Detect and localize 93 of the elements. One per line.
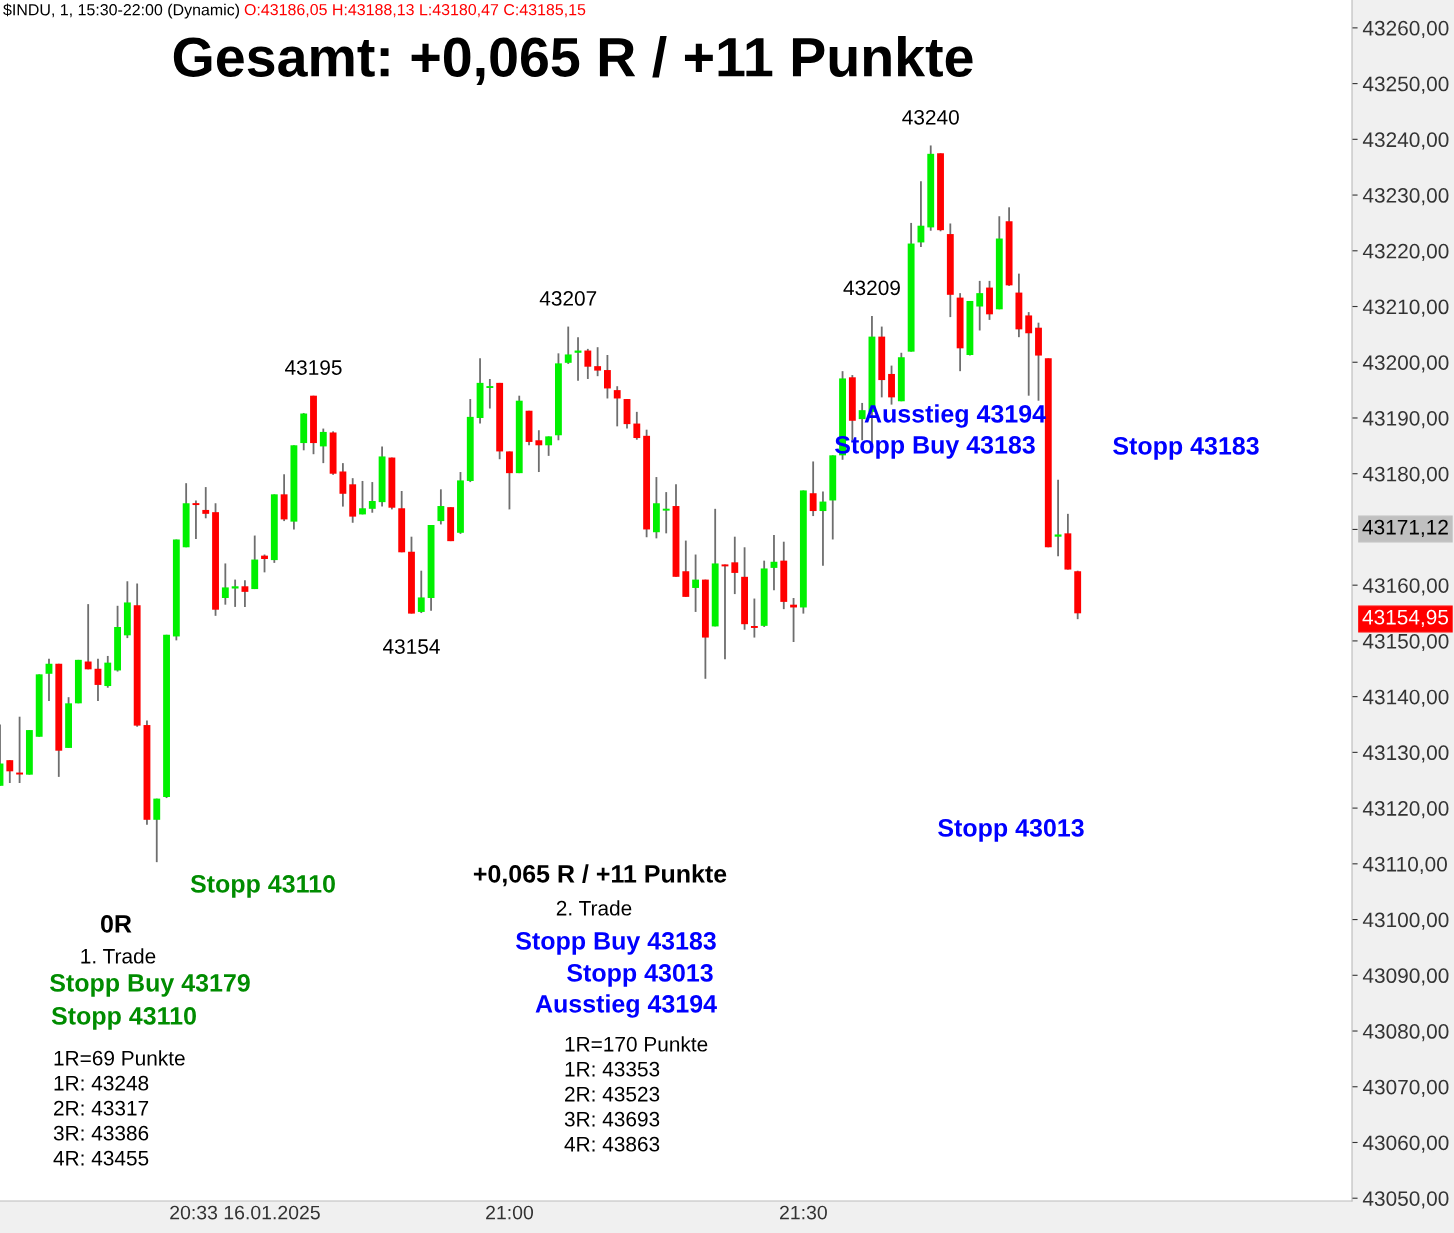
annotation: 43195: [285, 360, 342, 375]
annotation: Stopp Buy 43179: [50, 974, 250, 997]
candlestick: [339, 462, 347, 508]
candlestick: [6, 759, 14, 784]
y-tick-label: 43240,00: [1362, 132, 1449, 150]
candlestick: [1054, 478, 1062, 558]
y-tick-label: 43110,00: [1362, 856, 1447, 875]
y-tick-label: 43070,00: [1362, 1079, 1449, 1097]
annotation: Stopp 43013: [567, 964, 713, 987]
y-tick-label: 43200,00: [1362, 355, 1449, 373]
candlestick: [486, 378, 494, 410]
x-tick-label: 20:33 16.01.2025: [170, 1205, 320, 1220]
candlestick: [84, 603, 92, 671]
x-tick-label: 21:30: [780, 1205, 827, 1220]
x-tick-label: 21:00: [486, 1205, 534, 1220]
y-tick-label: 43120,00: [1362, 801, 1449, 819]
candlestick: [417, 569, 425, 614]
text: Gesamt: +0,065 R / +11 Punkte: [173, 36, 973, 85]
candlestick: [564, 325, 572, 365]
annotation: 3R: 43386: [53, 1125, 149, 1141]
annotation: Ausstieg 43194: [535, 994, 717, 1018]
candlestick: [917, 180, 925, 248]
y-tick-label: 43050,00: [1362, 1191, 1449, 1209]
candlestick: [809, 460, 817, 517]
annotation: 2. Trade: [556, 900, 632, 916]
annotation: Stopp 43110: [190, 875, 335, 898]
annotation: 1R: 43353: [565, 1061, 660, 1077]
annotation: 1R=69 Punkte: [54, 1050, 185, 1066]
y-tick-label: 43060,00: [1362, 1135, 1449, 1153]
y-tick-label: 43250,00: [1362, 76, 1449, 94]
annotation: 4R: 43863: [564, 1136, 660, 1152]
annotation: 0R: [101, 915, 132, 933]
annotation: 3R: 43693: [564, 1111, 660, 1127]
annotation: 1R=170 Punkte: [565, 1036, 708, 1052]
y-tick-label: 43150,00: [1362, 633, 1449, 652]
candlestick: [613, 385, 621, 428]
annotation: 43207: [539, 291, 597, 306]
y-tick-label: 43260,00: [1362, 20, 1449, 39]
y-tick-label: 43140,00: [1362, 689, 1449, 707]
annotation: Stopp Buy 43183: [516, 932, 716, 955]
candlestick: [662, 491, 670, 535]
y-tick-label: 43190,00: [1362, 410, 1449, 429]
candlestick: [731, 535, 739, 595]
annotation: 1. Trade: [81, 948, 156, 964]
annotation: 43240: [902, 109, 959, 125]
candlestick: [359, 480, 366, 516]
candlestick: [368, 481, 376, 514]
candlestick: [241, 579, 249, 608]
candlestick: [535, 429, 543, 473]
y-tick-label: 43100,00: [1362, 912, 1449, 930]
chart-subtitle: $INDU, 1, 15:30-22:00 (Dynamic): [3, 3, 240, 19]
annotation: O:43186,05 H:43188,13 L:43180,47 C:43185,15: [244, 3, 586, 18]
candlestick: [692, 553, 700, 613]
candlestick: [1025, 311, 1033, 397]
candlestick: [888, 364, 895, 406]
annotation: +0,065 R / +11 Punkte: [473, 864, 727, 887]
annotation: 43209: [843, 280, 900, 296]
candlestick: [437, 488, 445, 526]
candlestick: [976, 279, 984, 332]
candlestick: [721, 563, 729, 661]
text: 43171,12: [1362, 519, 1448, 538]
candlestick: [584, 347, 592, 380]
y-tick-label: 43180,00: [1362, 466, 1449, 484]
candlestick: [104, 655, 112, 689]
candlestick: [319, 427, 327, 465]
y-tick-label: 43080,00: [1362, 1024, 1449, 1042]
y-tick-label: 43220,00: [1362, 243, 1449, 261]
candlestick: [594, 346, 602, 378]
annotation: 43154: [382, 639, 440, 654]
annotation: Stopp 43110: [51, 1007, 196, 1030]
y-tick-label: 43090,00: [1362, 968, 1449, 986]
y-tick-label: 43160,00: [1362, 578, 1449, 596]
candlestick: [231, 578, 239, 608]
annotation: 2R: 43317: [54, 1100, 149, 1116]
annotation: 4R: 43455: [53, 1150, 149, 1166]
candlestick: [633, 410, 641, 441]
candlestick: [603, 354, 611, 400]
annotation: Stopp 43013: [938, 819, 1084, 842]
candlestick: [750, 597, 758, 639]
y-tick-label: 43230,00: [1362, 188, 1449, 206]
candlestick: [221, 562, 229, 606]
annotation: 2R: 43523: [565, 1086, 660, 1102]
candlestick: [192, 499, 200, 540]
annotation: 1R: 43248: [54, 1075, 149, 1091]
annotation: Stopp 43183: [1113, 437, 1259, 460]
candlestick: [545, 435, 553, 457]
candlestick: [153, 797, 161, 864]
candlestick: [16, 715, 24, 784]
y-tick-label: 43130,00: [1362, 745, 1449, 763]
candlestick: [506, 450, 513, 511]
y-tick-label: 43210,00: [1362, 299, 1449, 317]
candlestick: [202, 486, 210, 520]
text: 43154,95: [1362, 609, 1449, 628]
